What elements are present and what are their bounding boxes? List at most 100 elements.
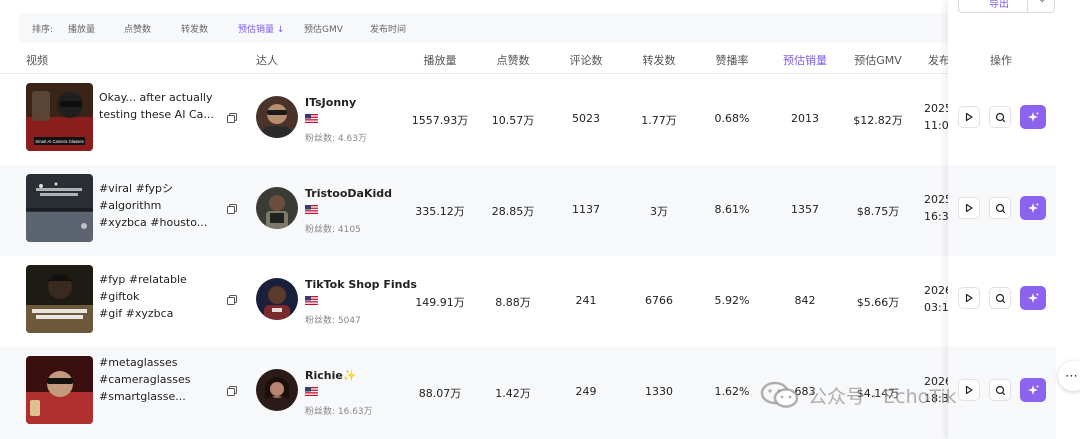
est-sales-value: 2013 (791, 112, 819, 125)
influencer-name[interactable]: ITsJonny (305, 96, 357, 109)
col-shares[interactable]: 转发数 (642, 54, 676, 67)
col-plays[interactable]: 播放量 (423, 54, 457, 67)
influencer-name[interactable]: TristooDaKidd (305, 187, 393, 200)
col-comments: 评论数 (569, 54, 603, 67)
plays-value: 88.07万 (418, 387, 462, 400)
publish-time: 2025-11:0 (924, 102, 948, 132)
influencer-name[interactable]: TikTok Shop Finds (305, 278, 417, 291)
est-gmv-value: $12.82万 (853, 114, 903, 127)
est-gmv-value: $5.66万 (856, 296, 900, 309)
table-row: #metaglasses #cameraglasses #smartglasse… (0, 347, 948, 439)
sort-option-likes[interactable]: 点赞数 (124, 25, 152, 35)
us-flag-icon (305, 205, 318, 214)
shares-value: 6766 (645, 294, 673, 307)
more-icon[interactable]: ⋯ (1058, 361, 1080, 391)
likes-value: 10.57万 (491, 114, 535, 127)
avatar[interactable] (256, 187, 298, 229)
like-rate-value: 5.92% (714, 294, 750, 307)
video-title[interactable]: #metaglasses #cameraglasses #smartglasse… (99, 356, 191, 403)
us-flag-icon (305, 296, 318, 305)
copy-icon[interactable] (226, 385, 238, 397)
est-sales-value: 1357 (791, 203, 819, 216)
likes-value: 28.85万 (491, 205, 535, 218)
est-gmv-value: $4.14万 (856, 387, 900, 400)
ai-analysis-button[interactable] (1020, 286, 1046, 310)
likes-value: 1.42万 (495, 387, 531, 400)
comments-value: 5023 (572, 112, 600, 125)
col-influencer: 达人 (256, 54, 278, 67)
plays-value: 335.12万 (415, 205, 465, 218)
influencer-name[interactable]: Richie✨ (305, 369, 357, 382)
shares-value: 1.77万 (641, 114, 677, 127)
us-flag-icon (305, 114, 318, 123)
video-thumbnail[interactable]: Smart AI Camera Glasses (26, 83, 93, 151)
search-button[interactable] (989, 106, 1011, 128)
table-row: #viral #fypシ #algorithm #xyzbca #housto.… (0, 165, 948, 256)
fan-count: 粉丝数: 16.63万 (305, 407, 373, 417)
avatar[interactable] (256, 369, 298, 411)
plays-value: 1557.93万 (411, 114, 469, 127)
avatar[interactable] (256, 278, 298, 320)
col-video: 视频 (26, 54, 48, 67)
likes-value: 8.88万 (495, 296, 531, 309)
search-button[interactable] (989, 197, 1011, 219)
play-button[interactable] (958, 379, 980, 401)
avatar[interactable] (256, 96, 298, 138)
col-like-rate: 赞播率 (715, 54, 749, 67)
sort-option-est-gmv[interactable]: 预估GMV (304, 25, 343, 35)
sort-bar: 排序: 播放量 点赞数 转发数 预估销量 ↓ 预估GMV 发布时间 (18, 13, 1048, 43)
publish-time: 2025-16:3 (924, 193, 948, 223)
video-thumbnail[interactable] (26, 265, 93, 333)
est-sales-value: 842 (794, 294, 816, 307)
sort-option-publish-time[interactable]: 发布时间 (370, 25, 407, 35)
copy-icon[interactable] (226, 203, 238, 215)
est-gmv-value: $8.75万 (856, 205, 900, 218)
sort-option-plays[interactable]: 播放量 (68, 25, 96, 35)
video-thumbnail[interactable] (26, 356, 93, 424)
sort-label: 排序: (32, 25, 54, 35)
publish-time: 2026-18:3 (924, 375, 948, 405)
col-actions: 操作 (990, 54, 1012, 67)
play-button[interactable] (958, 287, 980, 309)
search-icon (995, 385, 1005, 395)
col-likes[interactable]: 点赞数 (496, 54, 530, 67)
table-row: #fyp #relatable #giftok #gif #xyzbca Tik… (0, 256, 948, 347)
sort-option-shares[interactable]: 转发数 (181, 25, 209, 35)
action-column: 操作 (948, 0, 1080, 439)
col-publish[interactable]: 发布 (928, 54, 948, 67)
ai-analysis-button[interactable] (1020, 105, 1046, 129)
us-flag-icon (305, 387, 318, 396)
ai-sparkle-icon (1027, 384, 1038, 395)
col-est-sales[interactable]: 预估销量 (783, 54, 827, 67)
copy-icon[interactable] (226, 294, 238, 306)
ai-analysis-button[interactable] (1020, 196, 1046, 220)
search-button[interactable] (989, 379, 1011, 401)
sort-option-est-sales[interactable]: 预估销量 ↓ (238, 25, 285, 35)
play-button[interactable] (958, 106, 980, 128)
shares-value: 1330 (645, 385, 673, 398)
copy-icon[interactable] (226, 112, 238, 124)
play-icon (965, 385, 973, 395)
col-est-gmv[interactable]: 预估GMV (854, 54, 902, 67)
fan-count: 粉丝数: 4.63万 (305, 134, 367, 144)
like-rate-value: 0.68% (714, 112, 750, 125)
ai-analysis-button[interactable] (1020, 378, 1046, 402)
video-title[interactable]: #fyp #relatable #giftok #gif #xyzbca (99, 273, 187, 320)
table-row: Smart AI Camera Glasses Okay... after ac… (0, 74, 948, 165)
video-title[interactable]: #viral #fypシ #algorithm #xyzbca #housto.… (99, 182, 208, 229)
video-title[interactable]: Okay... after actually testing these AI … (99, 91, 214, 121)
fan-count: 粉丝数: 4105 (305, 225, 361, 235)
search-icon (995, 203, 1005, 213)
shares-value: 3万 (650, 205, 668, 218)
export-button[interactable]: 导出 ⌄ (958, 0, 1055, 13)
thumb-caption: Smart AI Camera Glasses (35, 139, 83, 144)
publish-time: 2026-03:1 (924, 284, 948, 314)
chevron-down-icon[interactable]: ⌄ (1038, 0, 1046, 5)
video-thumbnail[interactable] (26, 174, 93, 242)
play-button[interactable] (958, 197, 980, 219)
search-button[interactable] (989, 287, 1011, 309)
comments-value: 249 (575, 385, 597, 398)
play-icon (965, 112, 973, 122)
play-icon (965, 293, 973, 303)
